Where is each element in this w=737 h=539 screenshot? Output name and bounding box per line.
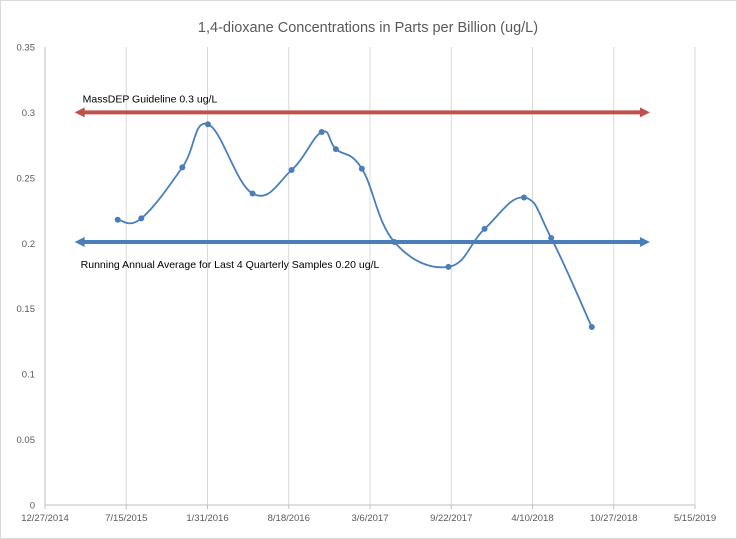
- tick-labels: 12/27/2014 7/15/2015 1/31/2016 8/18/2016 3/6…: [17, 43, 717, 525]
- data-point: [481, 225, 488, 232]
- y-tick-label: 0.15: [17, 304, 36, 315]
- arrowhead-right: [639, 236, 650, 247]
- y-tick-label: 0.2: [22, 239, 35, 250]
- y-tick-label: 0.1: [22, 370, 35, 381]
- axes: [44, 47, 696, 509]
- data-point: [318, 129, 325, 136]
- x-tick-label: 3/6/2017: [352, 513, 389, 524]
- data-point: [548, 235, 555, 242]
- data-point: [391, 238, 398, 245]
- reference-lines: MassDEP Guideline 0.3 ug/L Running Annual…: [74, 93, 650, 271]
- data-point: [445, 263, 452, 270]
- reference-line-label: MassDEP Guideline 0.3 ug/L: [83, 93, 218, 105]
- data-point: [179, 164, 186, 171]
- y-tick-label: 0.05: [17, 435, 36, 446]
- x-tick-label: 10/27/2018: [590, 513, 638, 524]
- x-tick-label: 1/31/2016: [186, 513, 228, 524]
- x-tick-label: 8/18/2016: [268, 513, 310, 524]
- data-point: [138, 215, 145, 222]
- x-tick-label: 5/15/2019: [674, 513, 716, 524]
- data-point: [249, 190, 256, 197]
- data-point: [588, 324, 595, 331]
- x-tick-label: 9/22/2017: [430, 513, 472, 524]
- x-tick-label: 7/15/2015: [105, 513, 147, 524]
- x-tick-label: 12/27/2014: [21, 513, 69, 524]
- data-point: [358, 165, 365, 172]
- arrowhead-right: [639, 107, 650, 118]
- chart-title: 1,4-dioxane Concentrations in Parts per …: [198, 20, 538, 36]
- arrowhead-left: [74, 107, 85, 118]
- gridlines: [125, 47, 696, 505]
- x-tick-label: 4/10/2018: [511, 513, 553, 524]
- data-point: [114, 216, 121, 223]
- y-tick-label: 0: [30, 501, 35, 512]
- reference-line-label: Running Annual Average for Last 4 Quarte…: [81, 259, 380, 271]
- arrowhead-left: [74, 236, 85, 247]
- series-line: [117, 122, 593, 328]
- data-point: [520, 194, 527, 201]
- y-tick-label: 0.3: [22, 108, 35, 119]
- data-point: [332, 146, 339, 153]
- y-tick-label: 0.35: [17, 43, 36, 54]
- y-tick-label: 0.25: [17, 173, 36, 184]
- data-series: [114, 121, 595, 331]
- data-point: [204, 121, 211, 128]
- data-point: [288, 167, 295, 174]
